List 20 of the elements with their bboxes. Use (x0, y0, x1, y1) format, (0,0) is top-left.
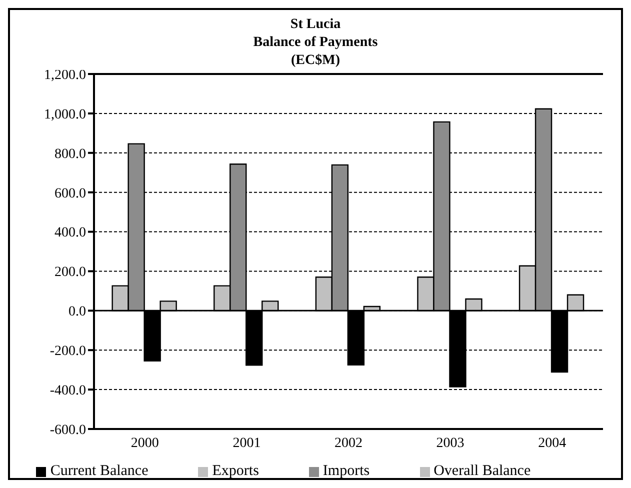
y-tick-label: -600.0 (50, 422, 86, 438)
x-tick-label: 2004 (538, 436, 566, 451)
legend-label: Exports (212, 463, 259, 479)
x-tick-label: 2000 (130, 436, 159, 451)
y-tick-label: 200.0 (54, 265, 86, 280)
legend-label: Current Balance (50, 463, 148, 479)
x-tick-label: 2003 (436, 436, 464, 451)
y-tick-label: 800.0 (54, 146, 86, 162)
legend-label: Imports (322, 463, 370, 479)
y-tick-label: 1,000.0 (44, 107, 86, 122)
legend-label: Overall Balance (434, 463, 531, 479)
chart-title: St Lucia Balance of Payments (EC$M) (252, 16, 379, 68)
y-tick-label: -400.0 (50, 384, 86, 399)
y-tick-label: 600.0 (54, 186, 86, 202)
y-tick-label: 400.0 (54, 226, 86, 241)
x-tick-label: 2001 (232, 436, 261, 451)
y-tick-label: 0.0 (68, 304, 86, 320)
x-tick-label: 2002 (334, 436, 362, 451)
y-tick-label: -200.0 (50, 344, 86, 360)
y-tick-label: 1,200.0 (44, 68, 86, 83)
